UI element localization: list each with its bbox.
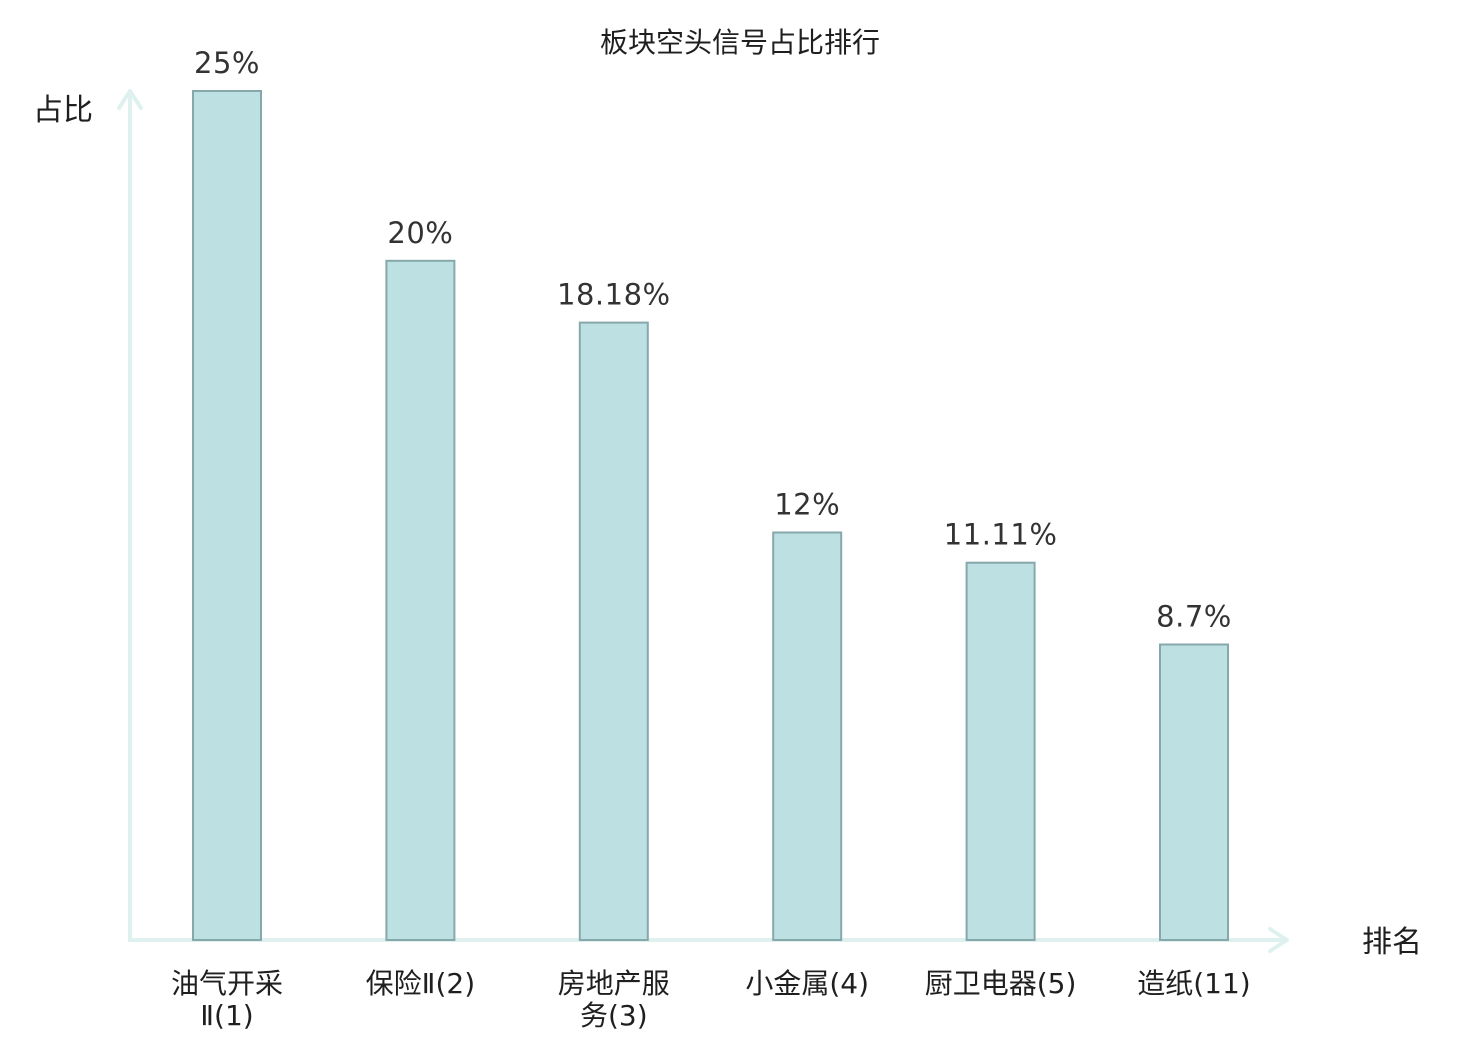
y-axis-label: 占比 — [33, 93, 93, 128]
x-axis-label: 排名 — [1362, 925, 1422, 960]
value-labels-group: 25% 20% 18.18% 12% 11.11% 8.7% — [194, 46, 1232, 634]
chart-title: 板块空头信号占比排行 — [600, 26, 880, 59]
bar-1 — [192, 90, 262, 941]
category-label-line: 务(3) — [580, 999, 648, 1032]
bar-4 — [772, 531, 843, 941]
category-label-6: 造纸(11) — [1137, 967, 1250, 1000]
category-label-1: 油气开采 Ⅱ(1) — [171, 967, 283, 1032]
category-label-2: 保险Ⅱ(2) — [366, 967, 475, 1000]
category-label-line: 厨卫电器(5) — [925, 967, 1077, 1000]
category-label-line: Ⅱ(1) — [200, 999, 253, 1032]
value-label-3: 18.18% — [557, 278, 671, 312]
category-label-5: 厨卫电器(5) — [925, 967, 1077, 1000]
x-axis: 排名 — [128, 925, 1422, 960]
value-label-4: 12% — [774, 488, 840, 522]
category-label-line: 小金属(4) — [745, 967, 869, 1000]
category-label-line: 造纸(11) — [1137, 967, 1250, 1000]
y-axis: 占比 — [33, 89, 143, 940]
category-label-3: 房地产服务(3) — [558, 967, 670, 1032]
bar-3 — [578, 321, 649, 942]
y-axis-arrow-icon — [117, 89, 143, 110]
value-label-1: 25% — [194, 46, 260, 80]
bar-5 — [965, 561, 1036, 941]
category-label-line: 油气开采 — [171, 967, 283, 1000]
bar-6 — [1159, 643, 1229, 941]
bar-2 — [385, 259, 456, 941]
value-label-2: 20% — [387, 216, 453, 250]
bars-group — [192, 90, 1229, 942]
category-label-line: 房地产服 — [558, 967, 670, 1000]
value-label-6: 8.7% — [1156, 600, 1232, 634]
category-label-line: 保险Ⅱ(2) — [366, 967, 475, 1000]
category-label-4: 小金属(4) — [745, 967, 869, 1000]
x-axis-arrow-icon — [1268, 927, 1289, 953]
category-labels-group: 油气开采 Ⅱ(1) 保险Ⅱ(2) 房地产服务(3) 小金属(4) 厨卫电器(5) 造纸(11… — [171, 967, 1251, 1032]
value-label-5: 11.11% — [944, 518, 1058, 552]
